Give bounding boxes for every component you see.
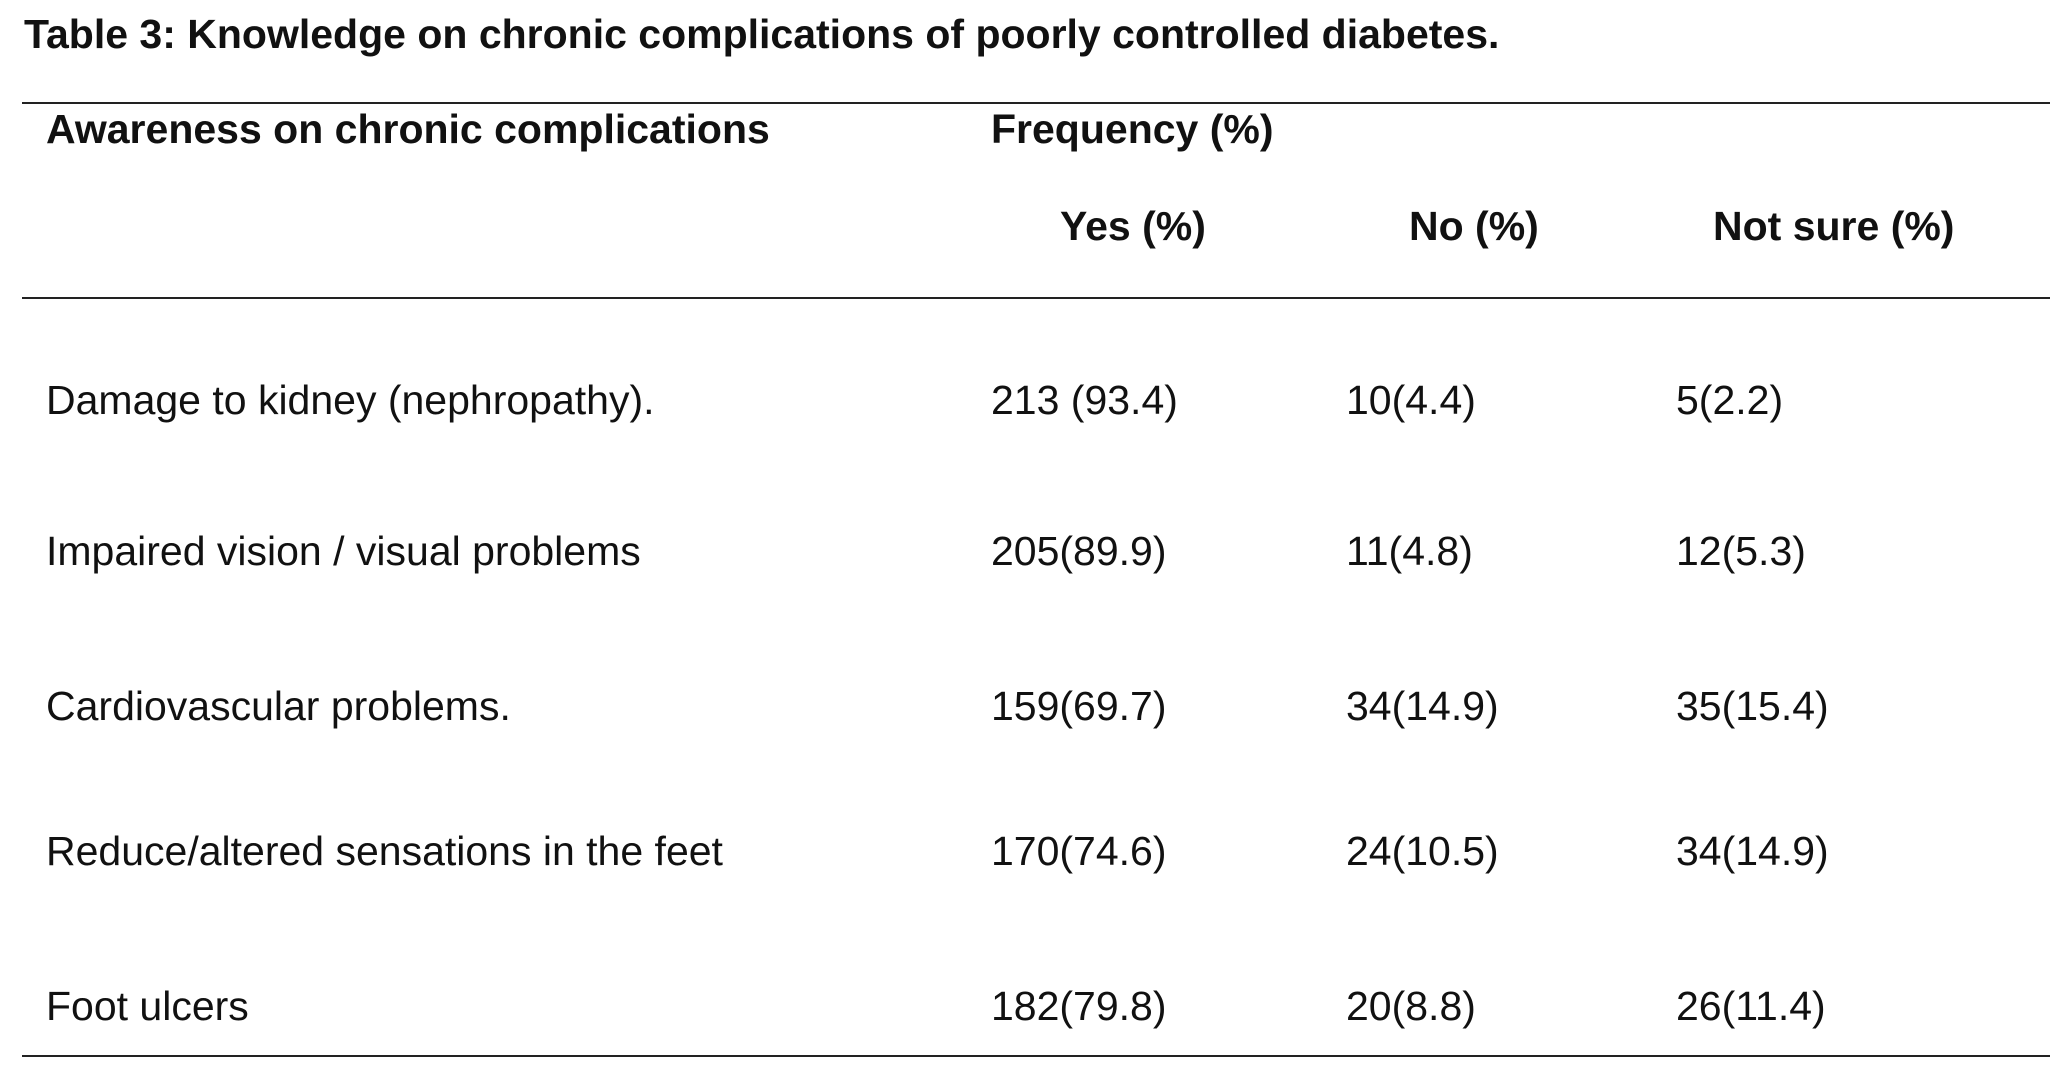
cell-no: 20(8.8) xyxy=(1346,983,1476,1029)
cell-no: 34(14.9) xyxy=(1346,683,1499,729)
table-top-rule xyxy=(22,102,2050,104)
cell-not-sure: 35(15.4) xyxy=(1676,683,1829,729)
table-bottom-rule xyxy=(22,1055,2050,1057)
row-label: Reduce/altered sensations in the feet xyxy=(46,828,723,874)
cell-yes: 170(74.6) xyxy=(991,828,1167,874)
cell-not-sure: 26(11.4) xyxy=(1676,983,1826,1029)
row-label: Impaired vision / visual problems xyxy=(46,528,641,574)
row-label: Foot ulcers xyxy=(46,983,249,1029)
cell-yes: 213 (93.4) xyxy=(991,377,1178,423)
row-label: Cardiovascular problems. xyxy=(46,683,511,729)
cell-not-sure: 34(14.9) xyxy=(1676,828,1829,874)
cell-yes: 182(79.8) xyxy=(991,983,1167,1029)
cell-not-sure: 12(5.3) xyxy=(1676,528,1806,574)
header-yes: Yes (%) xyxy=(1060,203,1206,249)
row-label: Damage to kidney (nephropathy). xyxy=(46,377,655,423)
cell-yes: 205(89.9) xyxy=(991,528,1167,574)
header-no: No (%) xyxy=(1409,203,1539,249)
cell-no: 24(10.5) xyxy=(1346,828,1499,874)
cell-no: 11(4.8) xyxy=(1346,528,1473,574)
header-row-label: Awareness on chronic complications xyxy=(46,106,770,152)
header-group-label: Frequency (%) xyxy=(991,106,1274,152)
cell-yes: 159(69.7) xyxy=(991,683,1167,729)
table-caption: Table 3: Knowledge on chronic complicati… xyxy=(24,11,1500,57)
table-header-rule xyxy=(22,297,2050,299)
header-not-sure: Not sure (%) xyxy=(1713,203,1955,249)
cell-no: 10(4.4) xyxy=(1346,377,1476,423)
cell-not-sure: 5(2.2) xyxy=(1676,377,1784,423)
